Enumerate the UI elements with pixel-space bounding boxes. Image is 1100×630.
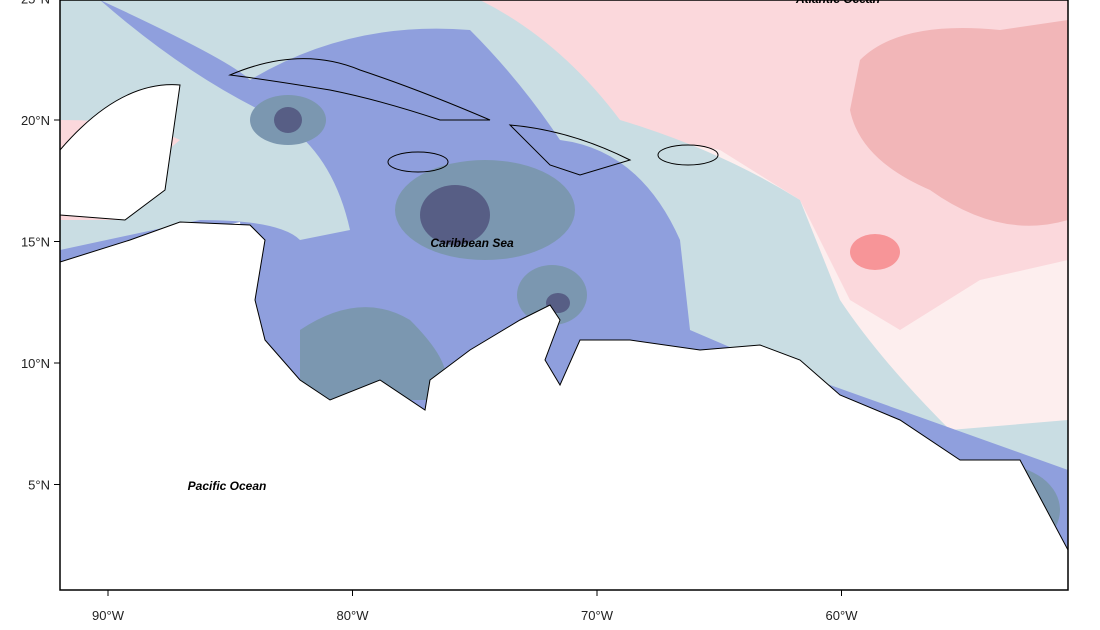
place-label: Caribbean Sea xyxy=(430,236,514,250)
x-tick-label: 80°W xyxy=(337,608,370,623)
place-label: Pacific Ocean xyxy=(188,479,267,493)
y-tick-label: 25°N xyxy=(21,0,50,7)
frame xyxy=(59,0,1069,591)
y-tick-label: 5°N xyxy=(28,478,50,493)
y-tick-label: 15°N xyxy=(21,235,50,250)
y-tick-label: 10°N xyxy=(21,356,50,371)
y-tick-label: 20°N xyxy=(21,113,50,128)
field xyxy=(60,0,1068,590)
place-label: Atlantic Ocean xyxy=(795,0,880,6)
x-tick-label: 90°W xyxy=(92,608,125,623)
x-tick-label: 70°W xyxy=(581,608,614,623)
x-tick-label: 60°W xyxy=(826,608,859,623)
